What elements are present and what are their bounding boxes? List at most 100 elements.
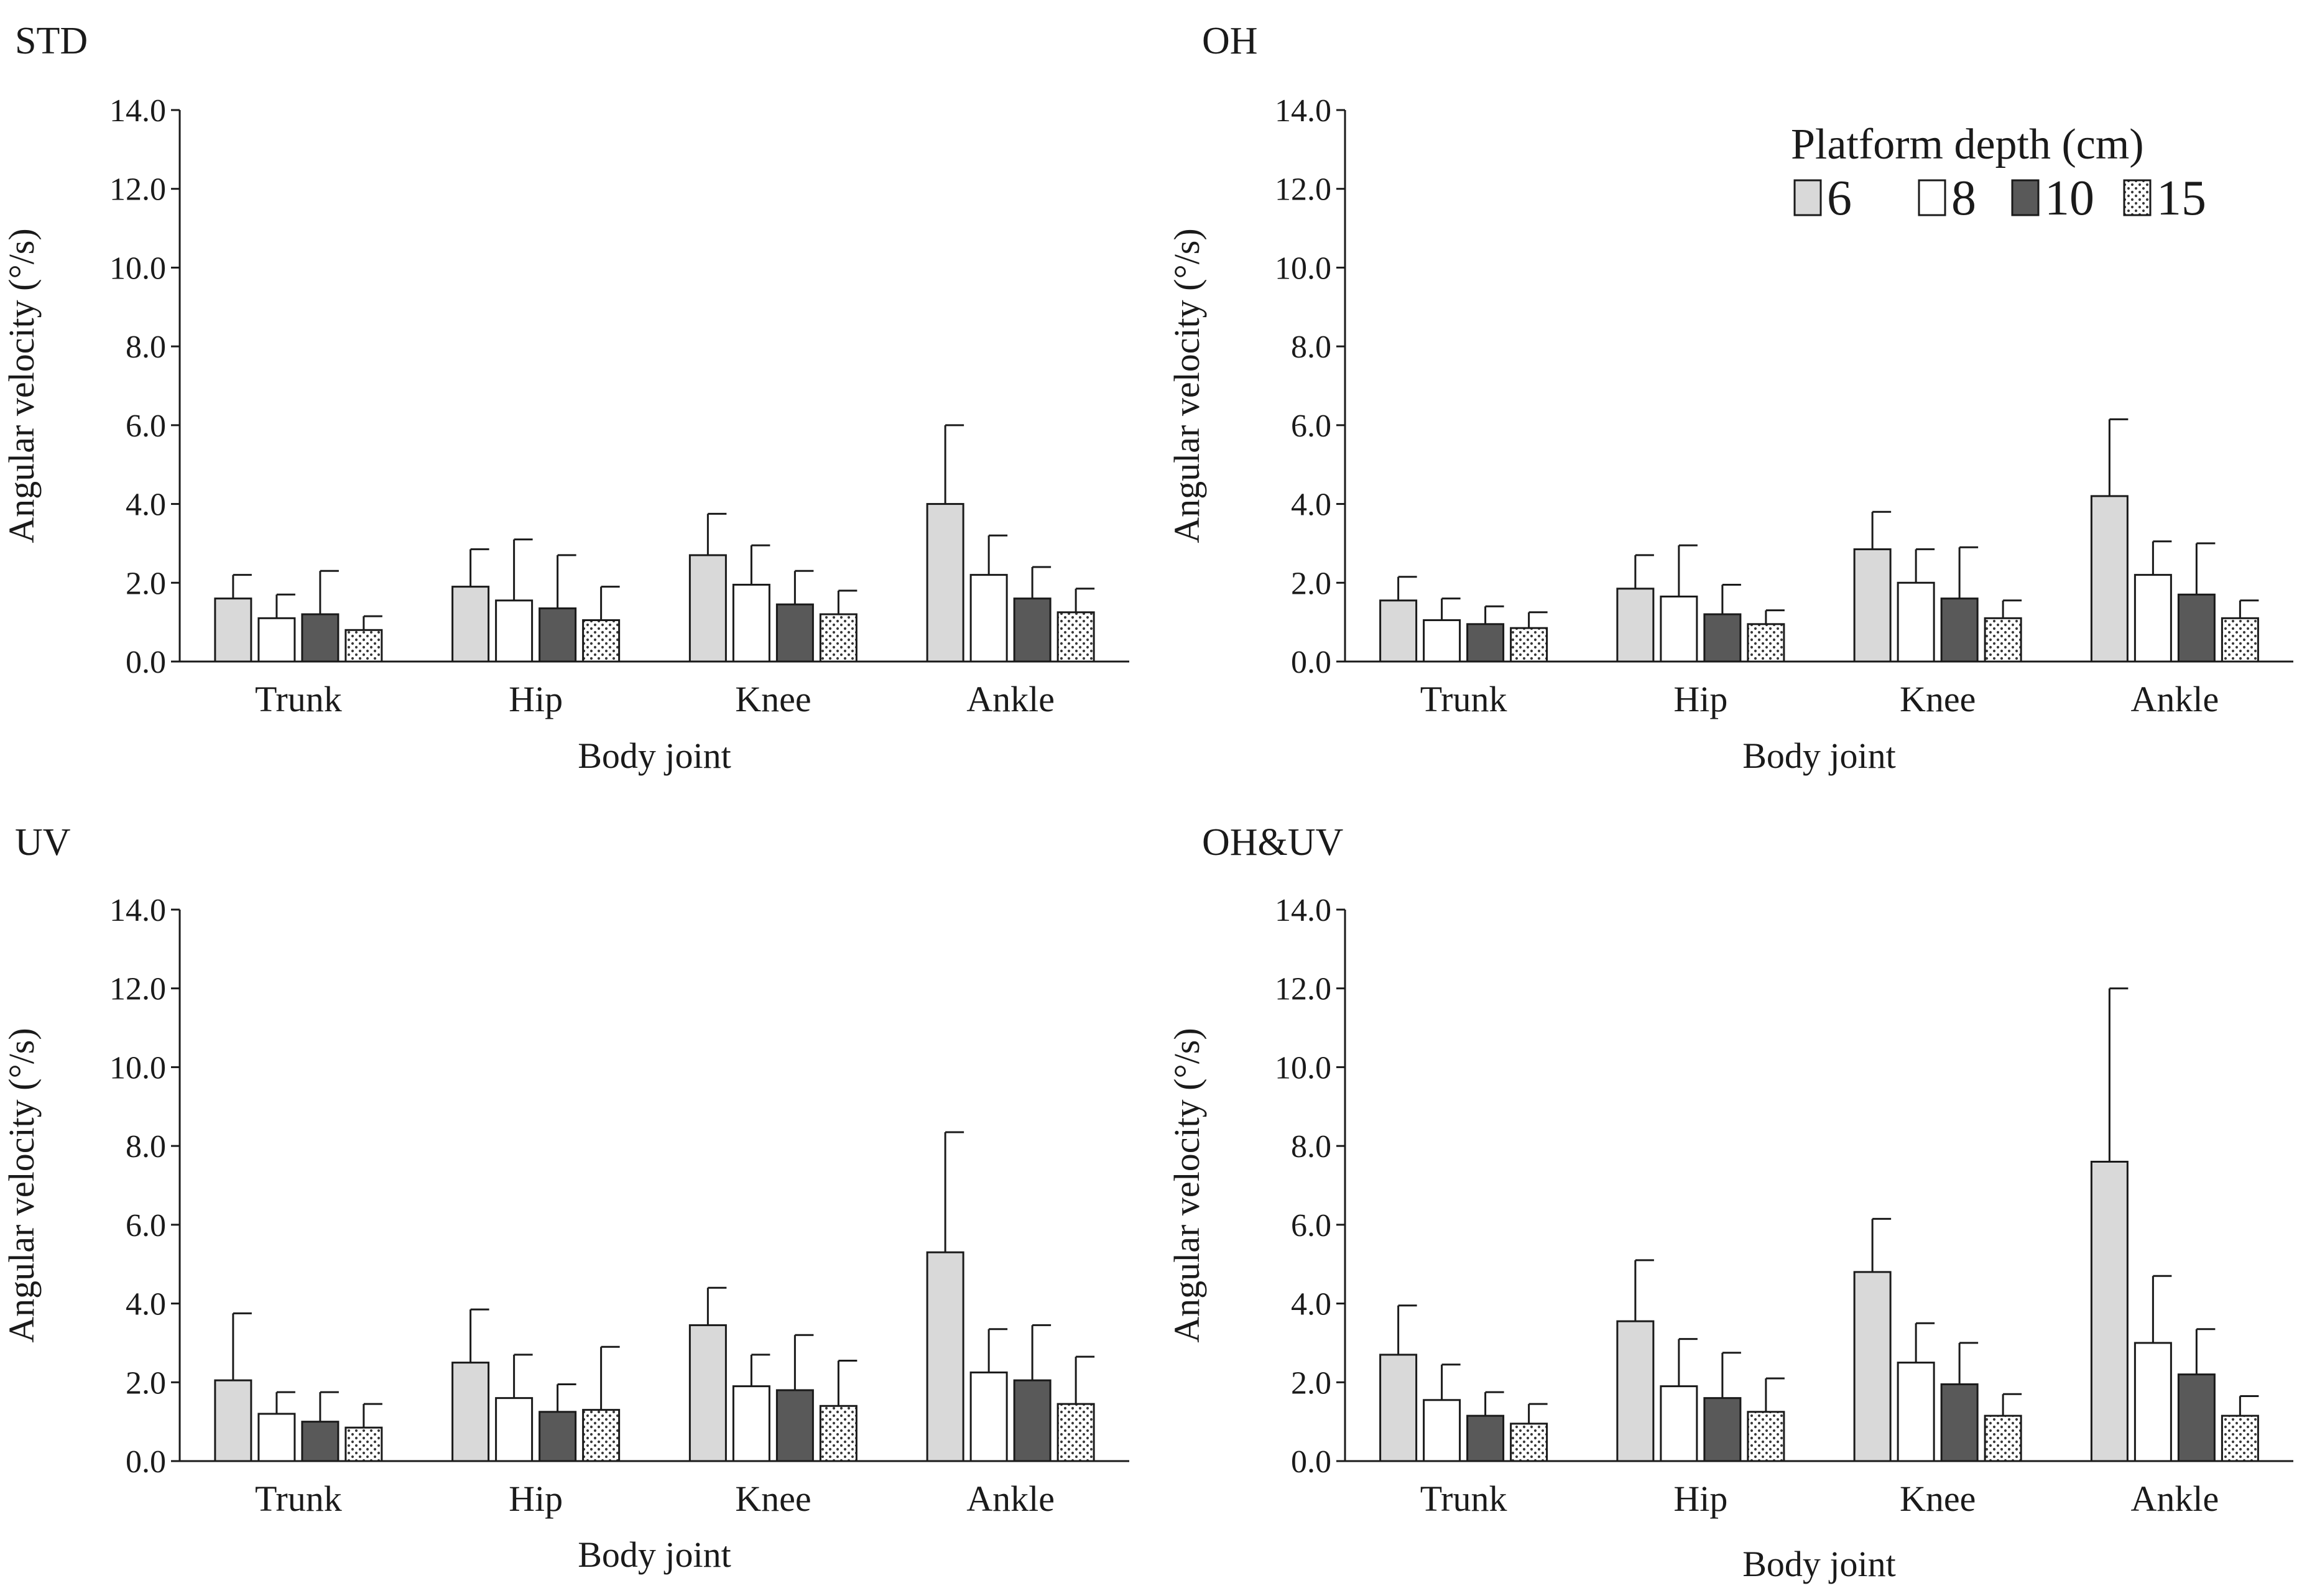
bar-hip-6: [1616, 1320, 1655, 1462]
chart-panel-std: STD 0.0 2.0 4.0 6.0 8.0 10.0 12.0 14.0 Angular ve…: [1, 20, 1129, 776]
bar-ankle-6: [2090, 495, 2129, 663]
bar-knee-8: [1897, 1362, 1935, 1462]
y-tick-label: 14.0: [1275, 893, 1331, 928]
x-axis-label: Body joint: [578, 1534, 731, 1575]
y-axis-label: Angular velocity (°/s): [1, 228, 42, 543]
bar-knee-6: [1853, 1271, 1892, 1462]
bar-hip-8: [1660, 595, 1698, 663]
y-tick-label: 14.0: [109, 93, 166, 129]
y-tick-label: 4.0: [126, 1287, 166, 1322]
x-category-label: Trunk: [255, 1478, 342, 1519]
bar-ankle-6: [926, 1251, 964, 1462]
y-tick-label: 0.0: [126, 645, 166, 680]
y-tick-label: 4.0: [126, 487, 166, 523]
bar-knee-15: [1984, 617, 2022, 663]
x-category-label: Trunk: [1420, 679, 1507, 719]
x-category-label: Knee: [735, 1478, 811, 1519]
bar-hip-15: [582, 619, 621, 663]
legend: Platform depth (cm)6 8 10 15: [1791, 121, 2206, 226]
bar-hip-10: [1703, 613, 1742, 663]
x-category-label: Hip: [1673, 679, 1727, 719]
bar-knee-10: [775, 1389, 814, 1462]
y-axis-label: Angular velocity (°/s): [1167, 1028, 1207, 1342]
x-category-label: Knee: [1900, 679, 1976, 719]
bar-trunk-15: [344, 629, 383, 663]
x-category-label: Hip: [509, 679, 563, 719]
bar-ankle-8: [2134, 574, 2172, 663]
bar-ankle-15: [2221, 1414, 2259, 1462]
x-category-label: Knee: [1900, 1478, 1976, 1519]
y-tick-label: 0.0: [126, 1444, 166, 1480]
bar-ankle-10: [2177, 1373, 2216, 1462]
y-tick-label: 6.0: [126, 1208, 166, 1243]
x-category-label: Ankle: [2131, 1478, 2219, 1519]
y-tick-label: 10.0: [109, 1050, 166, 1086]
y-tick-label: 2.0: [1291, 1365, 1331, 1401]
chart-panel-uv: UV 0.0 2.0 4.0 6.0 8.0 10.0 12.0 14.0 Angular vel…: [1, 821, 1129, 1575]
bar-trunk-10: [1466, 1414, 1505, 1462]
legend-label-15: 15: [2157, 171, 2206, 226]
bar-hip-8: [1660, 1385, 1698, 1462]
y-tick-label: 2.0: [126, 1365, 166, 1401]
y-tick-label: 10.0: [1275, 251, 1331, 286]
bar-knee-6: [688, 1324, 727, 1462]
bar-trunk-6: [1379, 599, 1418, 663]
bar-ankle-10: [1013, 597, 1052, 663]
bar-trunk-10: [1466, 623, 1505, 663]
y-tick-label: 2.0: [1291, 566, 1331, 601]
x-category-label: Hip: [509, 1478, 563, 1519]
legend-label-6: 6: [1827, 171, 1852, 226]
y-tick-label: 8.0: [126, 1129, 166, 1165]
panel-title: UV: [15, 821, 71, 864]
legend-swatch-10: [2011, 179, 2040, 216]
y-tick-label: 4.0: [1291, 487, 1331, 523]
y-tick-label: 12.0: [109, 172, 166, 208]
x-category-label: Trunk: [1420, 1478, 1507, 1519]
bar-knee-15: [1984, 1414, 2022, 1462]
y-tick-label: 8.0: [126, 330, 166, 365]
y-tick-label: 10.0: [109, 251, 166, 286]
y-tick-label: 12.0: [1275, 172, 1331, 208]
y-tick-label: 12.0: [109, 972, 166, 1007]
bar-trunk-8: [1423, 1399, 1461, 1462]
bar-trunk-8: [257, 1413, 296, 1462]
y-tick-label: 0.0: [1291, 645, 1331, 680]
bar-ankle-10: [2177, 593, 2216, 663]
x-category-label: Knee: [735, 679, 811, 719]
bar-ankle-8: [2134, 1342, 2172, 1462]
y-tick-label: 14.0: [109, 893, 166, 928]
bar-trunk-15: [1510, 627, 1548, 663]
y-tick-label: 6.0: [1291, 408, 1331, 444]
chart-panel-oh: OH 0.0 2.0 4.0 6.0 8.0 10.0 12.0 14.0 Angular vel…: [1167, 20, 2293, 776]
legend-title: Platform depth (cm): [1791, 121, 2144, 168]
bar-knee-8: [732, 1385, 770, 1462]
bar-ankle-8: [969, 574, 1008, 663]
y-axis-label: Angular velocity (°/s): [1167, 228, 1207, 543]
bar-trunk-15: [344, 1426, 383, 1462]
y-tick-label: 6.0: [1291, 1208, 1331, 1243]
x-category-label: Hip: [1673, 1478, 1727, 1519]
bar-ankle-8: [969, 1371, 1008, 1462]
x-axis-label: Body joint: [1742, 736, 1896, 776]
bar-ankle-6: [2090, 1160, 2129, 1462]
bar-hip-10: [539, 1411, 577, 1462]
y-tick-label: 2.0: [126, 566, 166, 601]
bar-trunk-6: [214, 1379, 252, 1462]
y-axis-label: Angular velocity (°/s): [1, 1028, 42, 1342]
bar-hip-15: [1747, 623, 1785, 663]
bar-hip-6: [451, 1362, 490, 1462]
y-tick-label: 0.0: [1291, 1444, 1331, 1480]
bar-knee-10: [1940, 1383, 1979, 1462]
legend-swatch-8: [1918, 179, 1946, 216]
chart-panels: STD 0.0 2.0 4.0 6.0 8.0 10.0 12.0 14.0 Angular ve…: [1, 20, 2293, 1584]
bar-knee-10: [775, 603, 814, 663]
bar-trunk-8: [257, 617, 296, 663]
y-tick-label: 10.0: [1275, 1050, 1331, 1086]
bar-hip-6: [1616, 588, 1655, 663]
bar-trunk-6: [214, 597, 252, 663]
bar-hip-15: [1747, 1411, 1785, 1462]
bar-ankle-15: [1056, 611, 1095, 663]
legend-label-8: 8: [1951, 171, 1976, 226]
bar-knee-6: [1853, 548, 1892, 663]
x-category-label: Trunk: [255, 679, 342, 719]
